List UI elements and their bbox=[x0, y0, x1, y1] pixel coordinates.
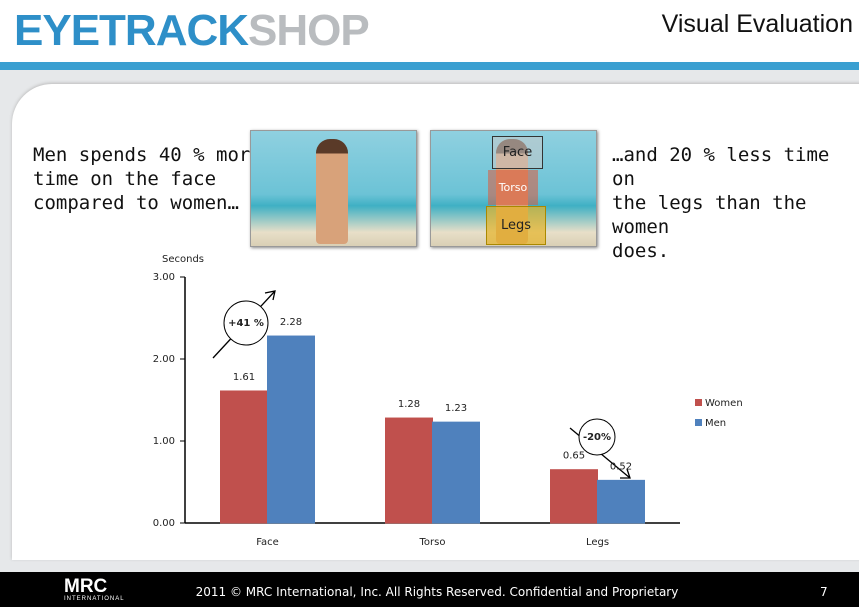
value-label: 0.65 bbox=[563, 451, 585, 462]
logo-text: SHOP bbox=[248, 6, 370, 55]
chart: Seconds +41 % -20% 0.00 1.00 2.00 3.00 Face 1… bbox=[153, 254, 743, 548]
legend-swatch bbox=[695, 399, 702, 406]
header-stripe bbox=[0, 62, 859, 70]
header bbox=[0, 0, 859, 62]
bar bbox=[597, 479, 645, 524]
right-text: …and 20 % less time on the legs than the… bbox=[612, 143, 859, 263]
annotation-circle bbox=[223, 300, 269, 346]
heat-zone: Legs bbox=[486, 206, 546, 245]
value-label: 1.23 bbox=[445, 403, 467, 414]
annotation: +41 % bbox=[228, 318, 264, 329]
heat-zone: Torso bbox=[488, 170, 538, 205]
footer bbox=[0, 572, 859, 607]
x-tick-label: Face bbox=[256, 537, 279, 548]
bar bbox=[220, 390, 268, 524]
photo bbox=[250, 130, 417, 247]
annotation-circle bbox=[578, 418, 616, 456]
photo: Face Torso Legs bbox=[430, 130, 597, 247]
value-label: 1.61 bbox=[233, 372, 255, 383]
value-label: 1.28 bbox=[398, 399, 420, 410]
text-line: the legs than the women bbox=[612, 192, 807, 238]
bar bbox=[550, 469, 598, 524]
logo-text: INTERNATIONAL bbox=[64, 596, 125, 602]
x-tick-label: Legs bbox=[586, 537, 609, 548]
model-figure bbox=[316, 139, 348, 244]
arrow-head bbox=[264, 290, 276, 301]
legend-label: Women bbox=[705, 398, 743, 409]
legend-label: Men bbox=[705, 418, 726, 429]
legend-swatch bbox=[695, 419, 702, 426]
footer-text: 2011 © MRC International, Inc. All Right… bbox=[195, 585, 679, 599]
y-axis-label: Seconds bbox=[162, 254, 204, 265]
bar bbox=[267, 335, 315, 524]
arrow-head bbox=[620, 468, 631, 479]
value-label: 2.28 bbox=[280, 317, 302, 328]
value-label: 0.52 bbox=[610, 461, 632, 472]
left-text: Men spends 40 % more time on the face co… bbox=[33, 143, 262, 215]
bar bbox=[432, 421, 480, 524]
text-line: compared to women… bbox=[33, 192, 239, 214]
logo: EYETRACKSHOP bbox=[14, 6, 370, 56]
y-tick-label: 1.00 bbox=[153, 436, 175, 447]
annotation: -20% bbox=[583, 432, 611, 443]
y-tick-label: 2.00 bbox=[153, 354, 175, 365]
x-tick-label: Torso bbox=[419, 537, 446, 548]
text-line: Men spends 40 % more bbox=[33, 144, 262, 166]
page-number: 7 bbox=[820, 585, 828, 599]
y-tick-label: 3.00 bbox=[153, 272, 175, 283]
slide-title: Visual Evaluation bbox=[661, 10, 853, 38]
logo-text: MRC bbox=[64, 576, 108, 597]
text-line: time on the face bbox=[33, 168, 217, 190]
heat-zone: Face bbox=[492, 136, 543, 169]
bar bbox=[385, 417, 433, 524]
text-line: does. bbox=[612, 240, 670, 262]
text-line: …and 20 % less time on bbox=[612, 144, 830, 190]
y-tick-label: 0.00 bbox=[153, 518, 175, 529]
logo-text: EYETRACK bbox=[14, 6, 249, 55]
footer-logo: MRC INTERNATIONAL bbox=[40, 576, 125, 602]
